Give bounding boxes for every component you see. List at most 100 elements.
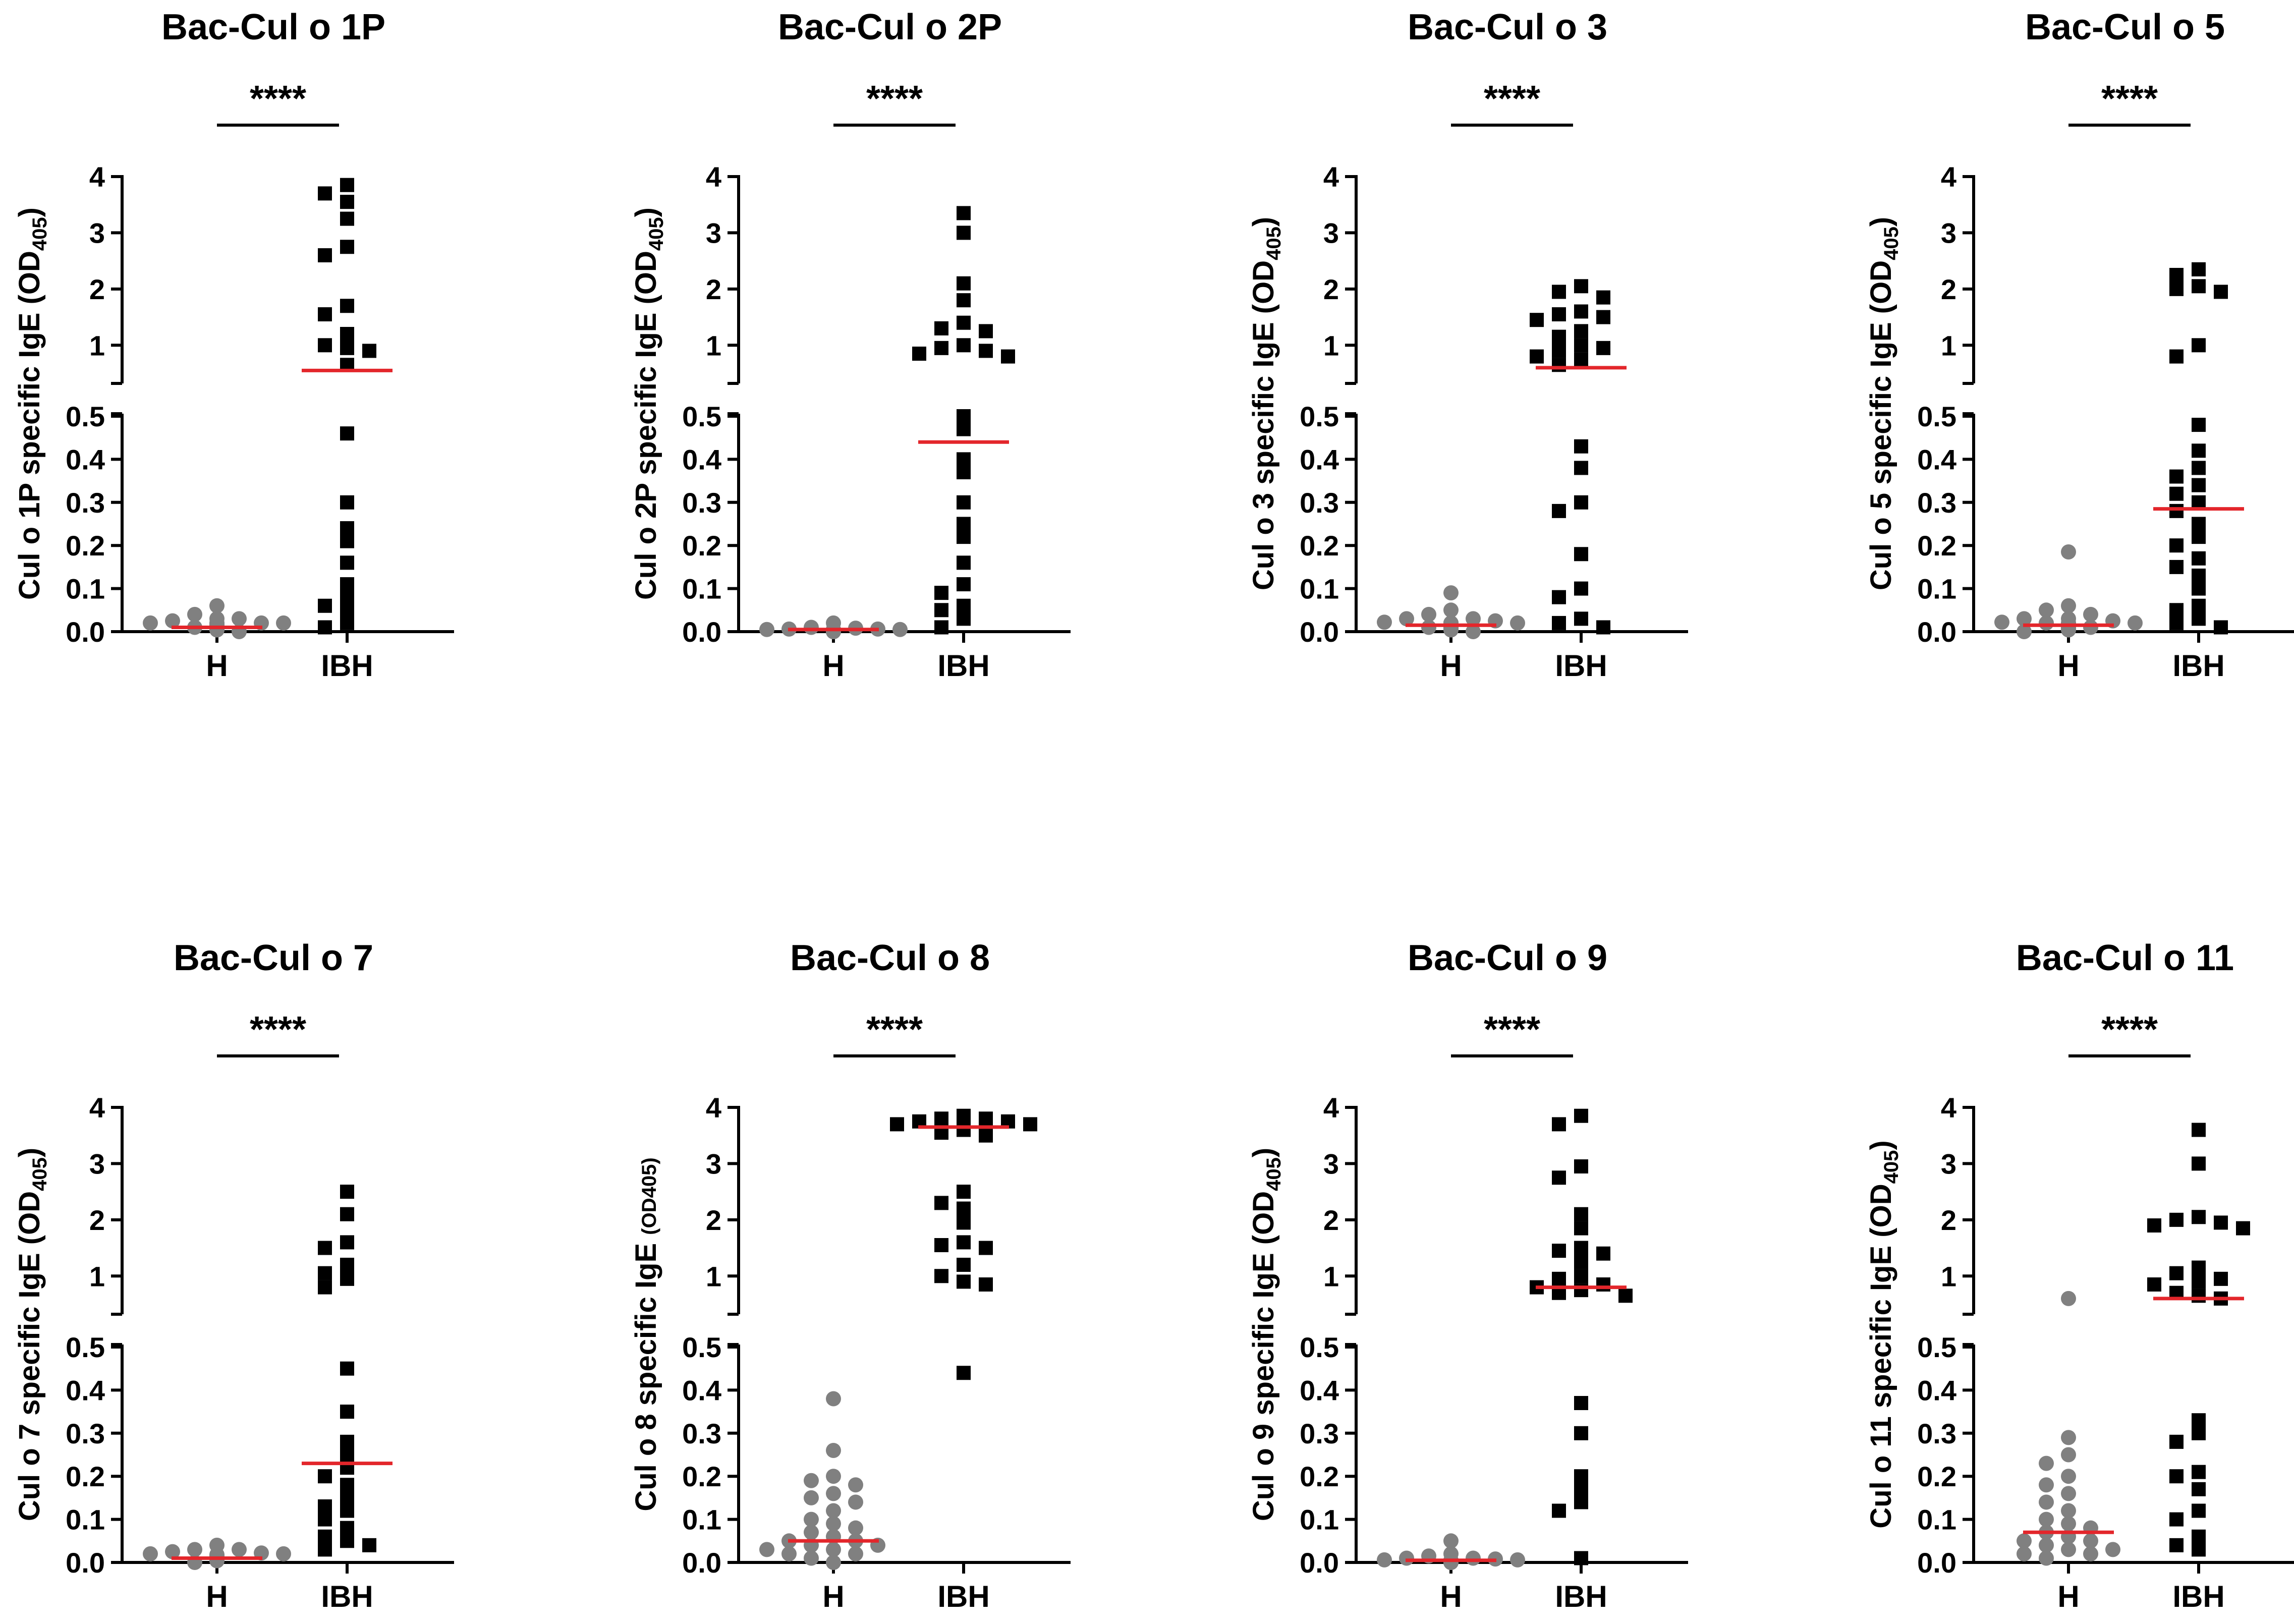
- point-ibh: [1574, 304, 1588, 319]
- point-ibh: [934, 1269, 948, 1283]
- point-ibh: [2169, 538, 2184, 553]
- y-tick-label: 1: [1323, 329, 1339, 361]
- point-ibh: [957, 517, 971, 531]
- y-tick-label: 0.3: [66, 487, 105, 519]
- point-ibh: [934, 603, 948, 618]
- point-ibh: [2169, 503, 2184, 518]
- point-ibh: [1574, 439, 1588, 454]
- point-h: [2017, 1546, 2032, 1561]
- point-ibh: [340, 211, 354, 226]
- y-tick-label: 3: [706, 1148, 721, 1180]
- point-ibh: [957, 1235, 971, 1250]
- point-ibh: [2236, 1221, 2250, 1236]
- x-tick-label: IBH: [937, 649, 989, 683]
- y-tick-label: 3: [1323, 1148, 1339, 1180]
- y-tick-label: 0.2: [1300, 530, 1339, 562]
- point-ibh: [957, 530, 971, 544]
- point-ibh: [2192, 1123, 2206, 1137]
- point-h: [2061, 1430, 2076, 1445]
- point-ibh: [1552, 307, 1566, 321]
- point-ibh: [340, 1258, 354, 1272]
- x-tick-label: H: [1440, 649, 1462, 683]
- point-ibh: [340, 1361, 354, 1376]
- point-ibh: [2192, 1260, 2206, 1275]
- point-ibh: [1596, 341, 1610, 355]
- y-axis-label: Cul o 7 specific IgE (OD405): [13, 1148, 51, 1521]
- y-tick-label: 0.3: [1917, 1418, 1956, 1449]
- point-h: [2128, 615, 2143, 631]
- point-ibh: [2192, 568, 2206, 583]
- point-h: [232, 611, 247, 627]
- point-ibh: [957, 409, 971, 423]
- point-ibh: [2192, 1465, 2206, 1479]
- point-ibh: [2192, 517, 2206, 531]
- point-ibh: [340, 534, 354, 548]
- point-h: [848, 1520, 863, 1536]
- point-ibh: [340, 590, 354, 604]
- point-ibh: [362, 1538, 376, 1552]
- point-ibh: [318, 1529, 332, 1544]
- point-h: [2061, 1469, 2076, 1484]
- point-ibh: [318, 338, 332, 353]
- point-ibh: [2192, 1289, 2206, 1303]
- point-ibh: [2169, 1538, 2184, 1552]
- x-tick-label: H: [206, 649, 228, 683]
- point-h: [848, 1494, 863, 1510]
- point-ibh: [2169, 1212, 2184, 1227]
- point-ibh: [1023, 1117, 1037, 1132]
- x-tick-label: IBH: [2172, 1580, 2224, 1613]
- y-tick-label: 0.3: [1300, 487, 1339, 519]
- point-h: [2017, 1533, 2032, 1549]
- y-tick-label: 0.4: [1917, 1374, 1956, 1406]
- y-tick-label: 2: [1323, 273, 1339, 305]
- y-axis-label: Cul o 2P specific IgE (OD405): [630, 207, 667, 600]
- point-h: [1443, 602, 1459, 618]
- y-tick-label: 0.2: [1917, 1461, 1956, 1492]
- point-h: [1421, 620, 1436, 635]
- point-h: [804, 1511, 819, 1527]
- point-ibh: [340, 240, 354, 254]
- point-h: [2061, 1503, 2076, 1519]
- point-ibh: [1574, 1241, 1588, 1255]
- point-ibh: [1618, 1289, 1633, 1303]
- point-ibh: [934, 321, 948, 335]
- point-ibh: [934, 1238, 948, 1252]
- point-ibh: [2169, 1512, 2184, 1527]
- point-ibh: [2192, 478, 2206, 492]
- point-ibh: [2192, 1542, 2206, 1557]
- point-ibh: [340, 327, 354, 341]
- point-h: [2017, 624, 2032, 639]
- y-axis-label: Cul o 5 specific IgE (OD405): [1865, 217, 1903, 590]
- point-h: [276, 615, 291, 631]
- point-ibh: [957, 555, 971, 570]
- y-tick-label: 0.3: [682, 487, 721, 519]
- y-axis-label: Cul o 9 specific IgE (OD405): [1247, 1148, 1285, 1521]
- point-ibh: [2147, 1218, 2161, 1233]
- y-tick-label: 0.4: [1300, 443, 1339, 475]
- point-h: [759, 1542, 774, 1557]
- point-ibh: [2192, 530, 2206, 544]
- point-h: [2039, 602, 2054, 618]
- point-ibh: [1574, 1283, 1588, 1298]
- panel-6: Bac-Cul o 8 **** 1 2 3 4 0.0 0.1 0.2 0.3 0.4 0.5 H IB…: [630, 938, 1071, 1613]
- point-ibh: [1574, 324, 1588, 339]
- point-ibh: [1574, 461, 1588, 475]
- point-ibh: [1596, 310, 1610, 324]
- x-tick-label: IBH: [1555, 1580, 1607, 1613]
- point-h: [209, 598, 225, 613]
- point-h: [2061, 1447, 2076, 1463]
- point-ibh: [1552, 590, 1566, 604]
- y-tick-label: 0.5: [1917, 1331, 1956, 1363]
- point-ibh: [979, 1111, 993, 1126]
- y-tick-label: 2: [706, 1204, 721, 1236]
- panel-5: Bac-Cul o 7 **** 1 2 3 4 0.0 0.1 0.2 0.3 0.4 0.5 H IB…: [13, 938, 454, 1613]
- y-tick-label: 0.3: [66, 1418, 105, 1449]
- point-ibh: [2192, 1210, 2206, 1224]
- point-h: [1443, 1555, 1459, 1570]
- point-h: [165, 1544, 180, 1559]
- point-ibh: [1574, 1495, 1588, 1509]
- y-tick-label: 2: [1323, 1204, 1339, 1236]
- point-h: [276, 1546, 291, 1561]
- point-ibh: [934, 1196, 948, 1210]
- point-h: [209, 1552, 225, 1568]
